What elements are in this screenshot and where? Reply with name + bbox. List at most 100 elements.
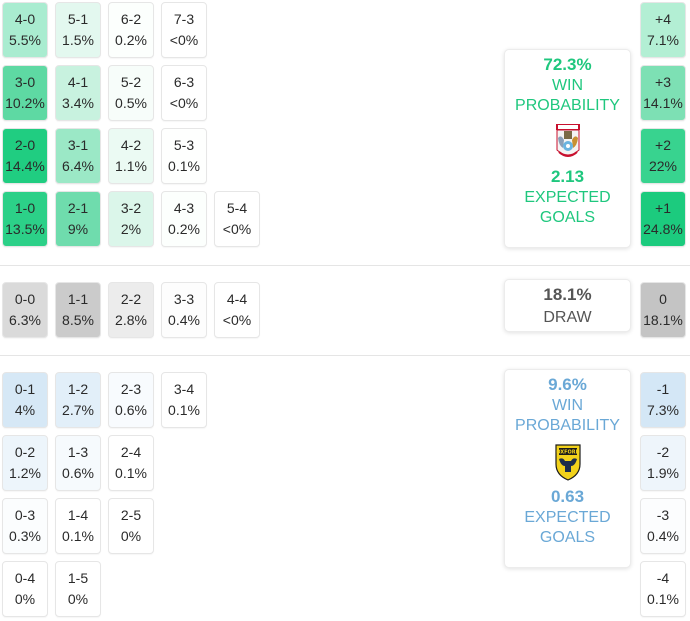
score-cell[interactable]: 2-0 14.4% xyxy=(2,128,48,184)
score-probability: 2% xyxy=(120,221,142,237)
score-cell[interactable]: 1-0 13.5% xyxy=(2,191,48,247)
score-probability: 0.1% xyxy=(62,528,94,544)
score-label: 2-4 xyxy=(120,444,142,460)
score-cell[interactable]: 1-2 2.7% xyxy=(55,372,101,428)
margin-label: -1 xyxy=(656,381,670,397)
score-label: 2-2 xyxy=(120,291,142,307)
score-cell[interactable]: 4-0 5.5% xyxy=(2,2,48,58)
margin-cell[interactable]: -3 0.4% xyxy=(640,498,686,554)
score-label: 2-3 xyxy=(120,381,142,397)
score-probability: 0.2% xyxy=(168,221,200,237)
score-label: 1-0 xyxy=(14,200,36,216)
score-cell[interactable]: 5-3 0.1% xyxy=(161,128,207,184)
margin-probability: 7.3% xyxy=(647,402,679,418)
score-cell[interactable]: 4-1 3.4% xyxy=(55,65,101,121)
score-label: 3-2 xyxy=(120,200,142,216)
score-label: 2-1 xyxy=(67,200,89,216)
score-cell[interactable]: 0-4 0% xyxy=(2,561,48,617)
score-probability: 1.5% xyxy=(62,32,94,48)
away-expected-goals: 0.63 xyxy=(550,487,585,506)
score-probability: 0.4% xyxy=(168,312,200,328)
score-cell[interactable]: 3-4 0.1% xyxy=(161,372,207,428)
score-label: 4-4 xyxy=(226,291,248,307)
margin-label: +1 xyxy=(655,200,671,216)
margin-cell[interactable]: -2 1.9% xyxy=(640,435,686,491)
home-expected-goals: 2.13 xyxy=(550,167,585,186)
score-cell[interactable]: 0-0 6.3% xyxy=(2,282,48,338)
home-win-label-line2: PROBABILITY xyxy=(515,97,620,114)
margin-cell[interactable]: +3 14.1% xyxy=(640,65,686,121)
score-cell[interactable]: 1-4 0.1% xyxy=(55,498,101,554)
margin-probability: 14.1% xyxy=(643,95,683,111)
margin-cell[interactable]: 0 18.1% xyxy=(640,282,686,338)
score-probability: 3.4% xyxy=(62,95,94,111)
score-label: 1-1 xyxy=(67,291,89,307)
score-label: 4-1 xyxy=(67,74,89,90)
score-cell[interactable]: 4-2 1.1% xyxy=(108,128,154,184)
section-divider xyxy=(0,355,690,356)
away-win-label-line1: WIN xyxy=(551,397,584,414)
score-probability: 2.7% xyxy=(62,402,94,418)
score-label: 5-2 xyxy=(120,74,142,90)
score-probability: 0% xyxy=(67,591,89,607)
score-probability: 0.3% xyxy=(9,528,41,544)
score-cell[interactable]: 6-2 0.2% xyxy=(108,2,154,58)
margin-label: 0 xyxy=(659,291,667,307)
margin-cell[interactable]: +4 7.1% xyxy=(640,2,686,58)
score-label: 1-2 xyxy=(67,381,89,397)
score-cell[interactable]: 1-5 0% xyxy=(55,561,101,617)
score-cell[interactable]: 1-3 0.6% xyxy=(55,435,101,491)
score-label: 2-5 xyxy=(120,507,142,523)
score-cell[interactable]: 0-3 0.3% xyxy=(2,498,48,554)
score-cell[interactable]: 4-4 <0% xyxy=(214,282,260,338)
score-cell[interactable]: 2-1 9% xyxy=(55,191,101,247)
score-cell[interactable]: 2-5 0% xyxy=(108,498,154,554)
score-cell[interactable]: 3-2 2% xyxy=(108,191,154,247)
score-probability: <0% xyxy=(169,95,199,111)
score-cell[interactable]: 1-1 8.5% xyxy=(55,282,101,338)
score-probability: 5.5% xyxy=(9,32,41,48)
score-cell[interactable]: 0-2 1.2% xyxy=(2,435,48,491)
oxford-united-crest-icon: OXFORD xyxy=(554,444,581,481)
margin-probability: 7.1% xyxy=(647,32,679,48)
margin-cell[interactable]: -4 0.1% xyxy=(640,561,686,617)
margin-cell[interactable]: +1 24.8% xyxy=(640,191,686,247)
score-probability: 0.6% xyxy=(115,402,147,418)
score-probability: 10.2% xyxy=(5,95,45,111)
score-probability: 4% xyxy=(14,402,36,418)
score-cell[interactable]: 6-3 <0% xyxy=(161,65,207,121)
score-label: 0-0 xyxy=(14,291,36,307)
score-cell[interactable]: 3-3 0.4% xyxy=(161,282,207,338)
score-probability: <0% xyxy=(169,32,199,48)
margin-cell[interactable]: +2 22% xyxy=(640,128,686,184)
score-label: 3-0 xyxy=(14,74,36,90)
margin-label: -2 xyxy=(656,444,670,460)
score-cell[interactable]: 2-2 2.8% xyxy=(108,282,154,338)
score-cell[interactable]: 5-4 <0% xyxy=(214,191,260,247)
margin-probability: 24.8% xyxy=(643,221,683,237)
score-label: 0-2 xyxy=(14,444,36,460)
score-cell[interactable]: 2-3 0.6% xyxy=(108,372,154,428)
score-probability: 9% xyxy=(67,221,89,237)
score-cell[interactable]: 3-1 6.4% xyxy=(55,128,101,184)
score-cell[interactable]: 4-3 0.2% xyxy=(161,191,207,247)
margin-label: +2 xyxy=(655,137,671,153)
score-label: 1-3 xyxy=(67,444,89,460)
score-label: 4-0 xyxy=(14,11,36,27)
score-cell[interactable]: 3-0 10.2% xyxy=(2,65,48,121)
away-summary-card: 9.6% WIN PROBABILITY OXFORD 0.63 EXPECTE… xyxy=(504,369,631,568)
section-divider xyxy=(0,265,690,266)
score-cell[interactable]: 5-2 0.5% xyxy=(108,65,154,121)
score-probability: <0% xyxy=(222,221,252,237)
margin-probability: 22% xyxy=(648,158,678,174)
score-cell[interactable]: 2-4 0.1% xyxy=(108,435,154,491)
margin-probability: 1.9% xyxy=(647,465,679,481)
score-cell[interactable]: 7-3 <0% xyxy=(161,2,207,58)
margin-cell[interactable]: -1 7.3% xyxy=(640,372,686,428)
score-cell[interactable]: 0-1 4% xyxy=(2,372,48,428)
score-label: 0-3 xyxy=(14,507,36,523)
margin-label: +3 xyxy=(655,74,671,90)
score-label: 4-2 xyxy=(120,137,142,153)
margin-probability: 18.1% xyxy=(643,312,683,328)
score-cell[interactable]: 5-1 1.5% xyxy=(55,2,101,58)
